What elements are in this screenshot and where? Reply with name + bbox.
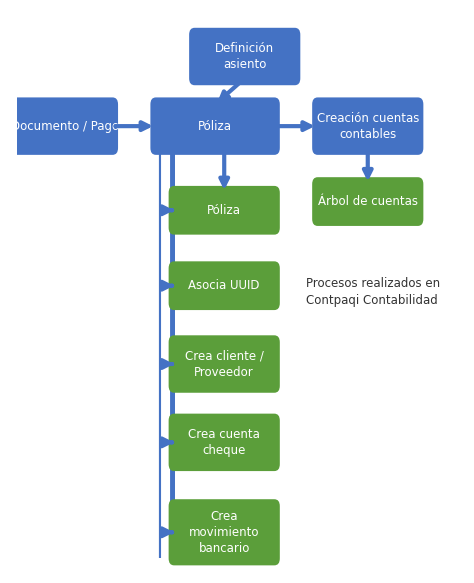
Text: Asocia UUID: Asocia UUID <box>189 279 260 292</box>
FancyBboxPatch shape <box>150 97 280 155</box>
FancyBboxPatch shape <box>169 499 280 566</box>
Text: Documento / Pago: Documento / Pago <box>10 120 119 133</box>
FancyBboxPatch shape <box>189 28 301 85</box>
Text: Definición
asiento: Definición asiento <box>215 42 274 71</box>
Text: Póliza: Póliza <box>207 204 241 217</box>
Bar <box>161 148 172 559</box>
Text: Crea
movimiento
bancario: Crea movimiento bancario <box>189 510 259 555</box>
Text: Creación cuentas
contables: Creación cuentas contables <box>317 111 419 141</box>
Text: Crea cliente /
Proveedor: Crea cliente / Proveedor <box>185 350 264 378</box>
Text: Crea cuenta
cheque: Crea cuenta cheque <box>188 428 260 457</box>
FancyBboxPatch shape <box>169 186 280 234</box>
Text: Árbol de cuentas: Árbol de cuentas <box>318 195 418 208</box>
FancyBboxPatch shape <box>169 413 280 471</box>
FancyBboxPatch shape <box>312 97 423 155</box>
FancyBboxPatch shape <box>169 335 280 393</box>
FancyBboxPatch shape <box>11 97 118 155</box>
FancyBboxPatch shape <box>312 177 423 226</box>
Text: Póliza: Póliza <box>198 120 232 133</box>
Text: Procesos realizados en
Contpaqi Contabilidad: Procesos realizados en Contpaqi Contabil… <box>306 276 440 307</box>
FancyBboxPatch shape <box>169 261 280 310</box>
